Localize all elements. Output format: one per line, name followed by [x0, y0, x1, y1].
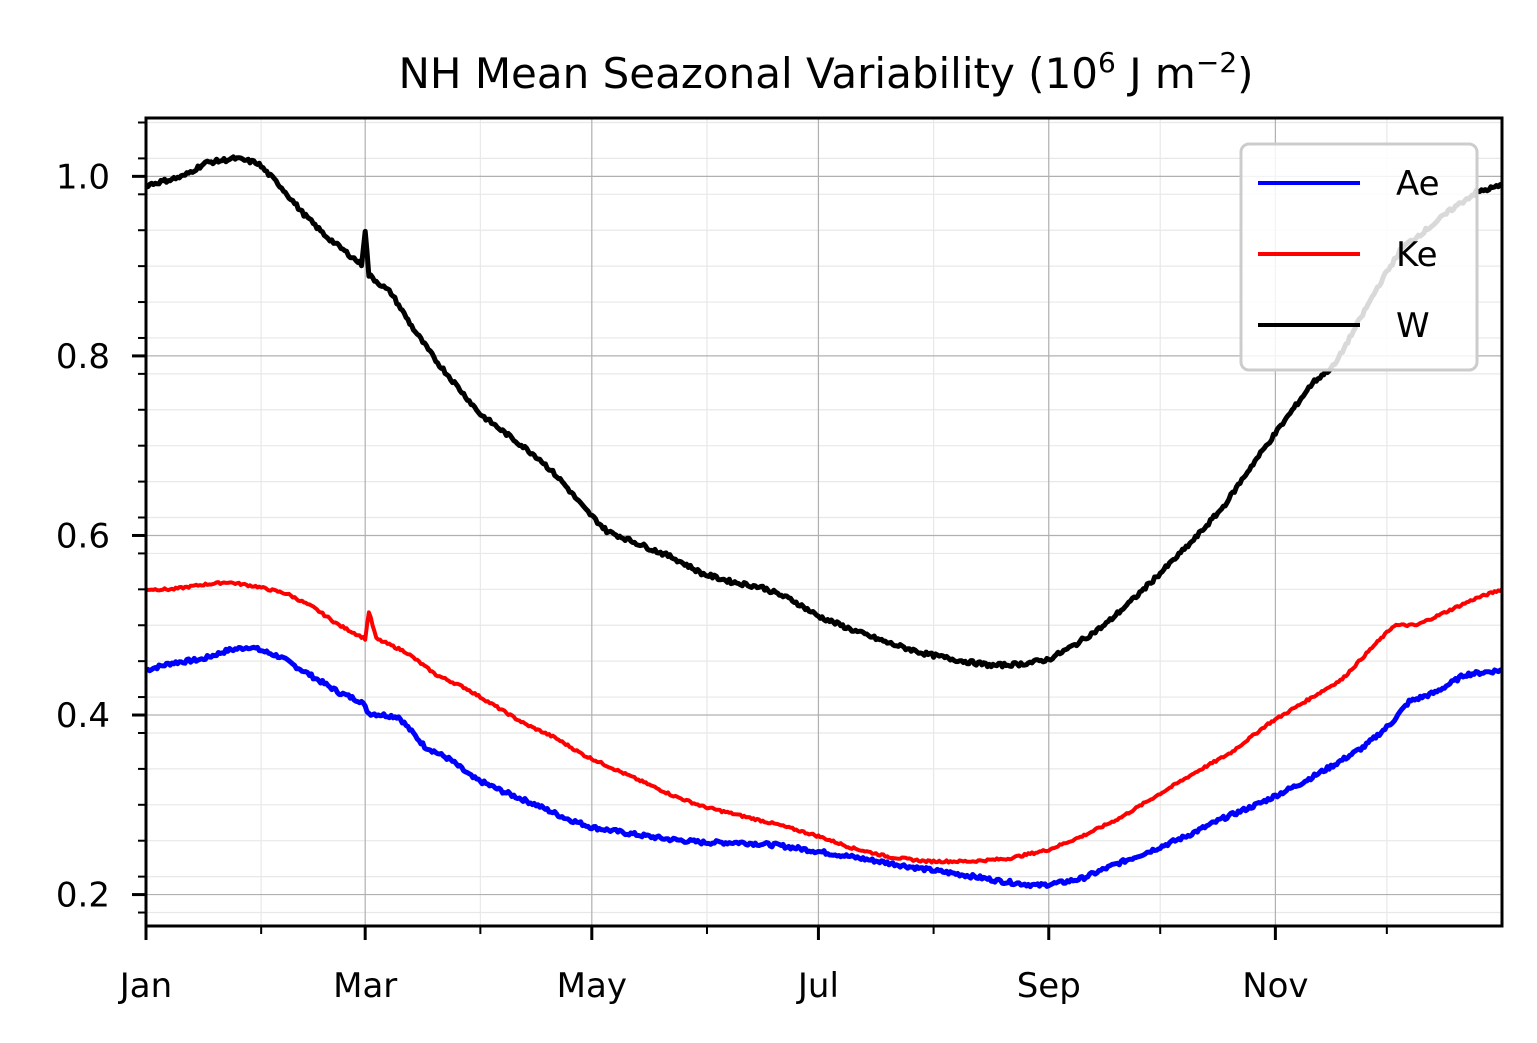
legend-box — [1239, 142, 1479, 372]
series-layer — [144, 154, 1504, 890]
series-line-w — [144, 154, 1503, 670]
y-tick-label-1.0: 1.0 — [56, 157, 110, 197]
tick-labels: Jan Mar May Jul Sep Nov 0.2 0.4 0.6 0.8 1.0 — [56, 157, 1309, 1006]
axis-ticks — [132, 121, 1388, 940]
y-tick-label-0.8: 0.8 — [56, 337, 110, 377]
x-tick-label-sep: Sep — [1017, 966, 1081, 1006]
plot-frame — [144, 116, 1504, 928]
x-tick-label-jan: Jan — [118, 966, 172, 1006]
series-line-ae — [145, 644, 1503, 890]
legend: Ae Ke W — [1239, 142, 1479, 372]
x-tick-label-jul: Jul — [796, 966, 839, 1006]
y-tick-label-0.6: 0.6 — [56, 516, 110, 556]
legend-label-w: W — [1396, 306, 1430, 346]
legend-label-ke: Ke — [1396, 235, 1438, 275]
x-tick-label-nov: Nov — [1242, 966, 1308, 1006]
chart-title: NH Mean Seazonal Variability (106 J m−2) — [398, 46, 1253, 98]
x-tick-label-may: May — [557, 966, 627, 1006]
x-tick-label-mar: Mar — [333, 966, 397, 1006]
legend-label-ae: Ae — [1396, 164, 1440, 204]
series-line-ke — [145, 580, 1504, 865]
y-tick-label-0.2: 0.2 — [56, 876, 110, 916]
y-tick-label-0.4: 0.4 — [56, 696, 110, 736]
